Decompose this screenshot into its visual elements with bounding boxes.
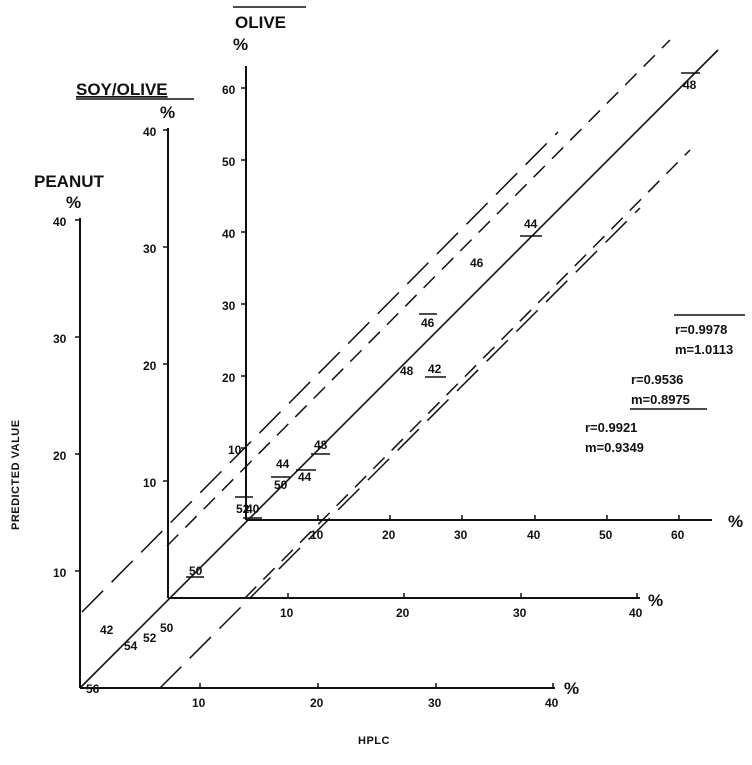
olive-x-unit: %: [728, 512, 743, 531]
olive-y-tick-label: 50: [222, 155, 236, 169]
olive-x-tick-label: 50: [599, 528, 613, 542]
olive-y-tick-label: 60: [222, 83, 236, 97]
olive-y-tick-label: 10: [228, 443, 242, 457]
olive-y-unit: %: [233, 35, 248, 54]
soy-olive-y-tick-label: 30: [143, 242, 157, 256]
olive-point-label: 48: [400, 364, 414, 378]
peanut-x-tick-label: 10: [192, 696, 206, 710]
peanut-y-tick-label: 30: [53, 332, 67, 346]
peanut-title: PEANUT: [34, 172, 105, 191]
soy-olive-x-unit: %: [648, 591, 663, 610]
peanut-point-label: 54: [124, 639, 138, 653]
soy-olive-point-label: 44: [298, 470, 312, 484]
peanut-y-unit: %: [66, 193, 81, 212]
olive-x-tick-label: 20: [382, 528, 396, 542]
olive-x-tick-label: 60: [671, 528, 685, 542]
peanut-fit-line-lower: [159, 207, 641, 689]
soy-olive-panel: SOY/OLIVE % 40 30 20 10 10 20 30 40 % 50…: [76, 80, 663, 620]
soy-olive-fit-line-upper: [166, 39, 671, 547]
soy-olive-y-unit: %: [160, 103, 175, 122]
peanut-r-value: r=0.9921: [585, 420, 637, 435]
olive-point-label: 52: [236, 502, 250, 516]
soy-olive-x-tick-label: 10: [280, 606, 294, 620]
peanut-x-unit: %: [564, 679, 579, 698]
olive-x-tick-label: 10: [310, 528, 324, 542]
olive-x-tick-label: 40: [527, 528, 541, 542]
olive-y-tick-label: 30: [222, 299, 236, 313]
peanut-x-tick-label: 40: [545, 696, 559, 710]
peanut-y-tick-label: 40: [53, 215, 67, 229]
peanut-x-tick-label: 20: [310, 696, 324, 710]
olive-title: OLIVE: [235, 13, 286, 32]
olive-y-tick-label: 40: [222, 227, 236, 241]
olive-r-value: r=0.9978: [675, 322, 727, 337]
soy-olive-point-label: 42: [428, 362, 442, 376]
olive-x-tick-label: 30: [454, 528, 468, 542]
olive-y-tick-label: 20: [222, 371, 236, 385]
peanut-point-label: 50: [160, 621, 174, 635]
peanut-panel: PEANUT % 40 30 20 10 10 20 30 40 % 56 42…: [34, 172, 579, 710]
olive-m-value: m=1.0113: [675, 342, 733, 357]
peanut-point-label: 56: [86, 682, 100, 696]
olive-point-label: 46: [470, 256, 484, 270]
y-axis-title: PREDICTED VALUE: [10, 419, 22, 530]
peanut-fit-line-upper: [81, 131, 559, 613]
olive-point-label: 48: [314, 438, 328, 452]
peanut-y-tick-label: 10: [53, 566, 67, 580]
soy-olive-y-tick-label: 40: [143, 125, 157, 139]
soy-olive-point-label: 40: [246, 502, 260, 516]
soy-olive-point-label: 50: [274, 478, 288, 492]
peanut-point-label: 52: [143, 631, 157, 645]
soy-olive-y-tick-label: 20: [143, 359, 157, 373]
x-axis-title: HPLC: [358, 735, 390, 747]
fit-lines: [79, 39, 719, 689]
soy-olive-m-value: m=0.8975: [631, 392, 690, 407]
peanut-m-value: m=0.9349: [585, 440, 644, 455]
olive-point-label: 48: [683, 78, 697, 92]
olive-point-label: 44: [524, 217, 538, 231]
soy-olive-x-tick-label: 40: [629, 606, 643, 620]
soy-olive-fit-line-lower: [244, 149, 691, 599]
soy-olive-r-value: r=0.9536: [631, 372, 683, 387]
olive-point-label: 44: [276, 457, 290, 471]
peanut-y-tick-label: 20: [53, 449, 67, 463]
olive-panel: OLIVE % 60 50 40 30 20 10 10 20 30 40 50…: [222, 6, 743, 542]
soy-olive-x-tick-label: 30: [513, 606, 527, 620]
peanut-point-label: 42: [100, 623, 114, 637]
soy-olive-y-tick-label: 10: [143, 476, 157, 490]
olive-fit-line: [79, 49, 719, 689]
soy-olive-point-label: 50: [189, 564, 203, 578]
stats: r=0.9978 m=1.0113 r=0.9536 m=0.8975 r=0.…: [585, 314, 745, 455]
soy-olive-title: SOY/OLIVE: [76, 80, 168, 99]
soy-olive-point-label: 46: [421, 316, 435, 330]
soy-olive-x-tick-label: 20: [396, 606, 410, 620]
peanut-x-tick-label: 30: [428, 696, 442, 710]
